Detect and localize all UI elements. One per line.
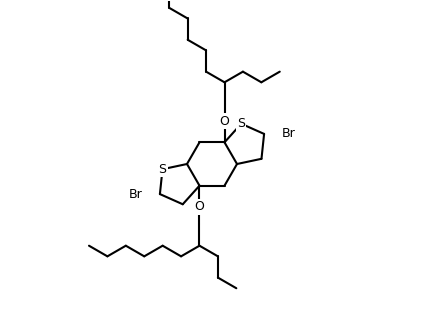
Text: Br: Br (282, 127, 296, 140)
Text: O: O (195, 200, 204, 214)
Text: S: S (237, 117, 245, 130)
Text: Br: Br (128, 188, 142, 201)
Text: O: O (220, 114, 229, 128)
Text: S: S (159, 163, 167, 176)
